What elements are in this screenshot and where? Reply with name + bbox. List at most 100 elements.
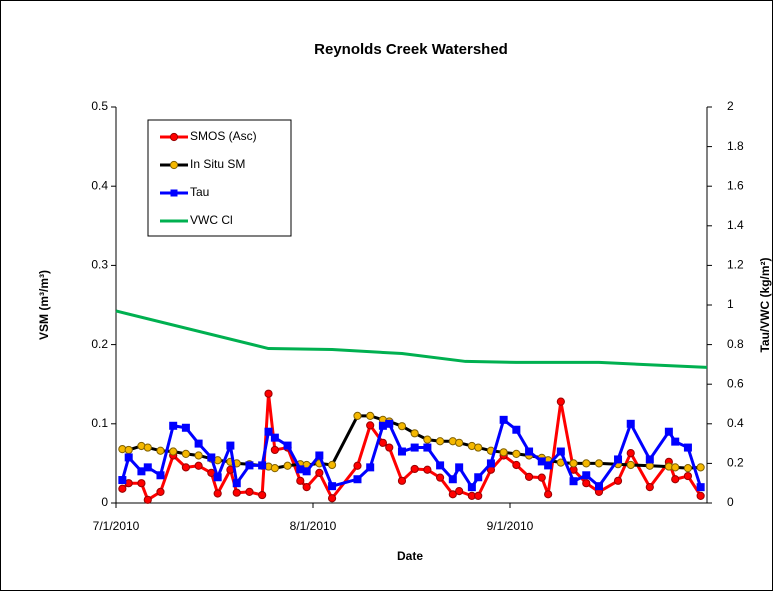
- data-point: [181, 423, 190, 432]
- data-point: [315, 468, 324, 478]
- data-point: [645, 483, 654, 492]
- data-point: [474, 473, 483, 482]
- data-point: [582, 471, 591, 480]
- data-point: [353, 411, 362, 420]
- data-point: [353, 475, 362, 484]
- data-point: [118, 476, 127, 485]
- y-tick-label: 0.4: [91, 178, 108, 192]
- data-point: [525, 447, 534, 456]
- data-point: [645, 455, 654, 464]
- data-point: [156, 446, 165, 455]
- data-point: [137, 479, 146, 488]
- data-point: [410, 443, 419, 452]
- y2-tick-label: 0: [727, 495, 734, 509]
- data-point: [194, 461, 203, 470]
- data-point: [410, 464, 419, 474]
- data-point: [270, 464, 279, 473]
- data-point: [296, 476, 305, 485]
- x-tick-label: 8/1/2010: [290, 519, 337, 533]
- chart-title: Reynolds Creek Watershed: [314, 41, 508, 58]
- data-point: [448, 490, 457, 499]
- data-point: [143, 443, 152, 452]
- data-point: [207, 453, 216, 462]
- data-point: [582, 459, 591, 468]
- data-point: [397, 447, 406, 456]
- data-point: [683, 464, 693, 473]
- y2-tick-label: 0.8: [727, 337, 744, 351]
- data-point: [385, 443, 394, 452]
- legend-marker: [169, 132, 179, 142]
- data-point: [169, 447, 178, 456]
- y-tick-label: 0.2: [91, 337, 108, 351]
- data-point: [194, 451, 203, 460]
- data-point: [226, 441, 235, 450]
- data-point: [436, 461, 445, 470]
- data-point: [270, 433, 279, 442]
- data-point: [302, 483, 311, 492]
- data-point: [378, 438, 388, 447]
- data-point: [327, 494, 337, 503]
- y2-tick-label: 1.6: [727, 178, 744, 192]
- data-point: [671, 475, 680, 484]
- data-point: [455, 487, 464, 496]
- data-point: [499, 415, 508, 424]
- legend-label: SMOS (Asc): [190, 129, 257, 143]
- data-point: [423, 443, 432, 452]
- data-point: [696, 491, 705, 500]
- data-point: [181, 449, 191, 458]
- data-point: [671, 463, 680, 472]
- data-point: [118, 484, 127, 493]
- data-point: [213, 489, 222, 498]
- data-point: [258, 461, 267, 470]
- data-point: [544, 490, 553, 499]
- data-point: [232, 479, 241, 488]
- data-point: [264, 427, 273, 436]
- data-point: [512, 449, 521, 458]
- y-tick-label: 0.5: [91, 99, 108, 113]
- data-point: [614, 455, 623, 464]
- data-point: [232, 488, 241, 497]
- y-axis-title: VSM (m³/m³): [37, 270, 51, 340]
- y2-tick-label: 0.2: [727, 456, 744, 470]
- data-point: [474, 443, 483, 452]
- data-point: [455, 438, 464, 447]
- data-point: [327, 460, 337, 470]
- y2-tick-label: 0.4: [727, 416, 744, 430]
- data-point: [626, 449, 635, 458]
- y2-axis-title: Tau/VWC (kg/m²): [758, 257, 772, 352]
- data-point: [258, 490, 267, 500]
- data-point: [366, 411, 375, 420]
- data-point: [124, 445, 133, 455]
- data-point: [366, 463, 375, 472]
- data-point: [537, 473, 546, 482]
- data-point: [283, 441, 292, 450]
- data-point: [696, 483, 705, 492]
- data-point: [366, 421, 375, 430]
- data-point: [124, 453, 133, 462]
- data-point: [467, 483, 476, 492]
- data-point: [181, 463, 191, 472]
- y2-tick-label: 0.6: [727, 376, 744, 390]
- data-point: [270, 445, 279, 455]
- data-point: [143, 495, 152, 504]
- data-point: [194, 439, 203, 448]
- data-point: [594, 482, 603, 491]
- data-point: [213, 473, 222, 482]
- data-point: [683, 443, 692, 452]
- y-tick-label: 0.3: [91, 258, 108, 272]
- y2-tick-label: 1.2: [727, 258, 744, 272]
- data-point: [283, 461, 292, 470]
- data-point: [683, 471, 693, 481]
- legend-marker: [170, 189, 178, 197]
- data-point: [556, 447, 565, 456]
- legend-marker: [169, 160, 179, 170]
- data-point: [423, 465, 432, 474]
- data-point: [512, 425, 521, 434]
- data-point: [448, 475, 457, 484]
- y-tick-label: 0.1: [91, 416, 108, 430]
- data-point: [455, 463, 464, 472]
- data-point: [245, 461, 254, 470]
- data-point: [569, 459, 578, 468]
- data-point: [556, 397, 565, 406]
- data-point: [569, 477, 578, 486]
